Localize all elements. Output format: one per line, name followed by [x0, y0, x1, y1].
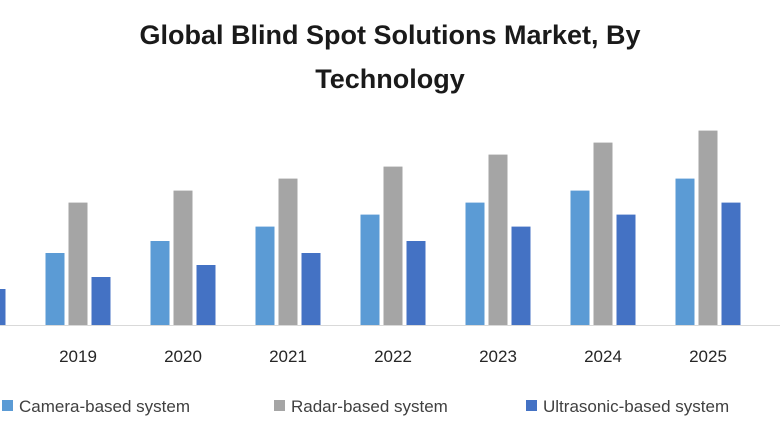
x-tick-label-2023: 2023 [479, 347, 517, 366]
x-tick-label-2025: 2025 [689, 347, 727, 366]
bar-camera-based-system-2021 [255, 226, 275, 325]
bar-ultrasonic-based-system-2020 [196, 265, 216, 325]
bar-ultrasonic-based-system-2022 [406, 241, 426, 325]
chart-title-line-1: Global Blind Spot Solutions Market, By [139, 20, 640, 50]
bars [0, 130, 741, 325]
chart-title: Global Blind Spot Solutions Market, By T… [139, 20, 640, 94]
x-tick-label-2021: 2021 [269, 347, 307, 366]
bar-radar-based-system-2022 [383, 166, 403, 325]
bar-ultrasonic-based-system-2019 [91, 277, 111, 325]
bar-radar-based-system-2023 [488, 154, 508, 325]
bar-radar-based-system-2019 [68, 202, 88, 325]
bar-ultrasonic-based-system-2018 [0, 289, 6, 325]
bar-ultrasonic-based-system-2024 [616, 214, 636, 325]
legend-swatch-ultrasonic-based-system [526, 400, 537, 411]
legend-label-ultrasonic-based-system: Ultrasonic-based system [543, 397, 729, 416]
bar-camera-based-system-2025 [675, 178, 695, 325]
legend-label-camera-based-system: Camera-based system [19, 397, 190, 416]
bar-camera-based-system-2020 [150, 241, 170, 325]
bar-camera-based-system-2022 [360, 214, 380, 325]
bar-radar-based-system-2025 [698, 130, 718, 325]
bar-ultrasonic-based-system-2021 [301, 253, 321, 325]
chart-title-line-2: Technology [315, 64, 465, 94]
bar-camera-based-system-2023 [465, 202, 485, 325]
x-tick-label-2024: 2024 [584, 347, 622, 366]
bar-radar-based-system-2021 [278, 178, 298, 325]
bar-radar-based-system-2020 [173, 190, 193, 325]
bar-radar-based-system-2024 [593, 142, 613, 325]
bar-ultrasonic-based-system-2023 [511, 226, 531, 325]
bar-camera-based-system-2024 [570, 190, 590, 325]
bar-ultrasonic-based-system-2025 [721, 202, 741, 325]
legend-swatch-camera-based-system [2, 400, 13, 411]
legend: Camera-based system Radar-based system Ult… [2, 397, 729, 416]
legend-swatch-radar-based-system [274, 400, 285, 411]
x-tick-label-2020: 2020 [164, 347, 202, 366]
x-tick-label-2022: 2022 [374, 347, 412, 366]
x-tick-label-2019: 2019 [59, 347, 97, 366]
legend-label-radar-based-system: Radar-based system [291, 397, 448, 416]
bar-camera-based-system-2019 [45, 253, 65, 325]
x-axis-tick-labels: 20182019202020212022202320242025 [59, 347, 727, 366]
